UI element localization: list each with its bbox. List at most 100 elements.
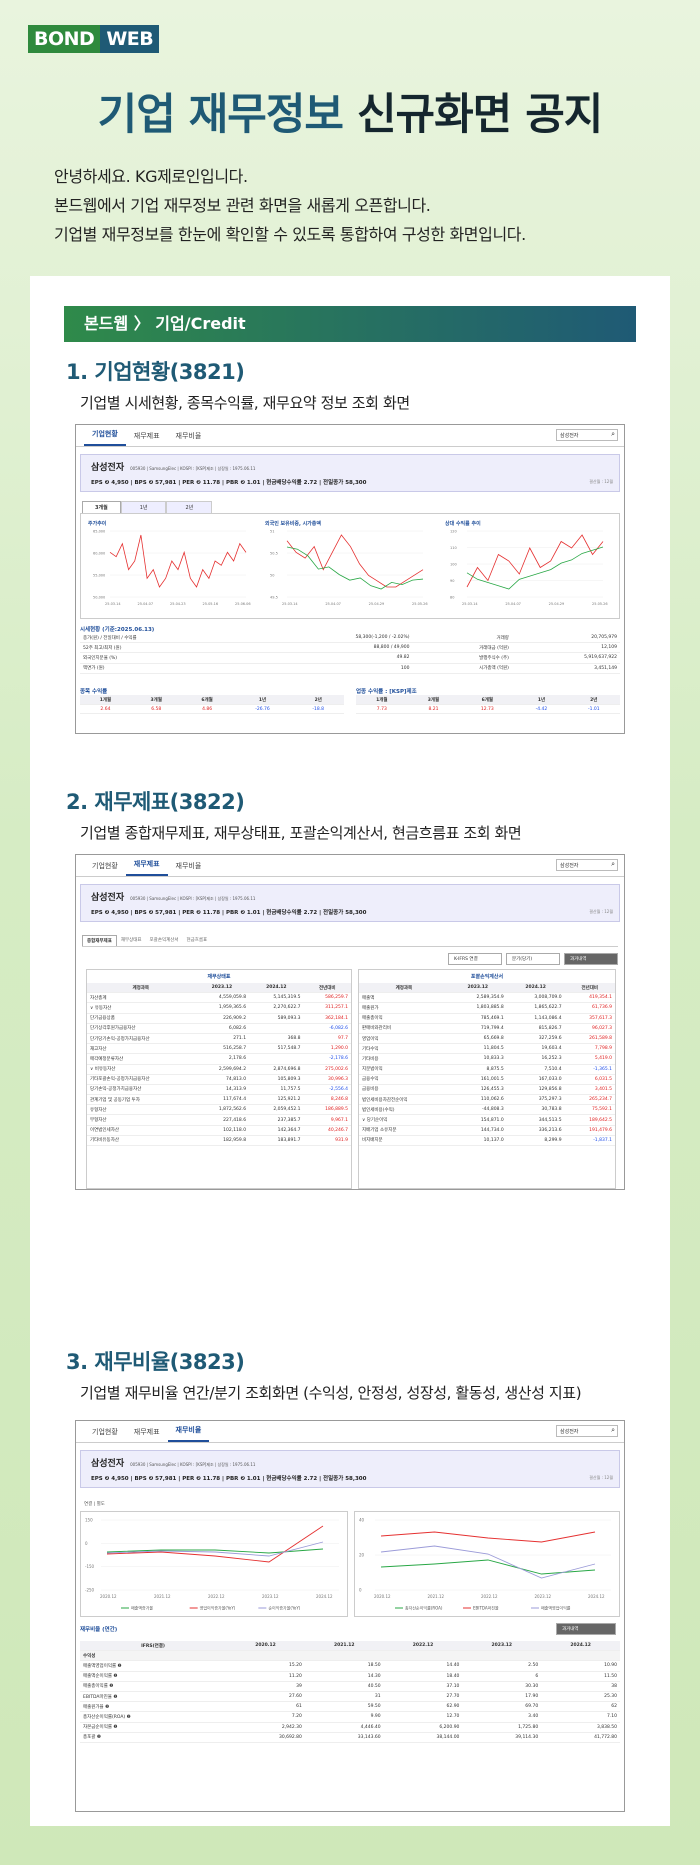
industry-return: 업종 수익률 : [KSP]제조 1개월 3개월 6개월 1년 2년 7.73 8.21 12… bbox=[356, 687, 620, 715]
table-cell: 96,027.3 bbox=[564, 1023, 615, 1034]
table-cell: 5,919,637,922 bbox=[511, 652, 620, 664]
table-cell: 3,451,149 bbox=[511, 663, 620, 674]
table-cell: 계정과목 bbox=[87, 983, 195, 994]
table-cell: 시가총액 (억원) bbox=[412, 663, 512, 674]
table-cell: 6개월 bbox=[181, 695, 233, 706]
is-header: 계정과목 2023.12 2024.12 전년대비 bbox=[359, 983, 615, 994]
tab-financial-ratios[interactable]: 재무비율 bbox=[167, 1425, 210, 1442]
table-cell: 31 bbox=[304, 1691, 384, 1703]
y-tick-label: 20 bbox=[359, 1553, 365, 1558]
bs-row: 유형자산 1,872,562.6 2,059,452.1 186,889.5 bbox=[87, 1104, 351, 1116]
toggle-separate[interactable]: 별도 bbox=[96, 1502, 105, 1507]
company-search-input[interactable]: 삼성전자 ⌕ bbox=[556, 429, 618, 441]
table-cell: -2,556.4 bbox=[303, 1084, 351, 1096]
table-cell: 매출액순이익률 ❷ bbox=[80, 1671, 227, 1682]
table-cell: 2,270,622.7 bbox=[249, 1002, 304, 1014]
tab-financial-ratios[interactable]: 재무비율 bbox=[175, 432, 202, 440]
table-cell bbox=[249, 1053, 304, 1065]
x-tick-label: 2023.12 bbox=[262, 1594, 279, 1599]
subtab-combined[interactable]: 종합재무제표 bbox=[82, 935, 117, 946]
y-tick-label: 100 bbox=[450, 563, 457, 567]
table-cell: 517,548.7 bbox=[249, 1043, 304, 1055]
tab-company-overview[interactable]: 기업현황 bbox=[84, 429, 126, 446]
x-tick-label: 2024.12 bbox=[588, 1594, 605, 1599]
table-cell: 외국인지분율 (%) bbox=[80, 652, 246, 664]
table-cell: 전년대비 bbox=[564, 983, 615, 994]
ratio-history-select[interactable]: 과거내역 bbox=[556, 1623, 616, 1635]
table-cell: 1개월 bbox=[80, 695, 131, 706]
table-cell: 18.50 bbox=[304, 1660, 384, 1672]
market-row: 외국인지분율 (%) 49.82 발행주식수 (주) 5,919,637,922 bbox=[80, 652, 620, 664]
tab-company-overview[interactable]: 기업현황 bbox=[92, 1428, 118, 1436]
company-search-input[interactable]: 삼성전자 ⌕ bbox=[556, 1425, 618, 1437]
search-icon[interactable]: ⌕ bbox=[611, 1426, 615, 1434]
chart-title: 외국인 보유비중, 시가총액 bbox=[265, 521, 321, 527]
table-cell: 계정과목 bbox=[359, 983, 449, 994]
screenshot-company-overview: 기업현황 재무제표 재무비율 삼성전자 ⌕ 삼성전자 005930 | Samsun… bbox=[75, 424, 625, 734]
ratio-row: 총포괄 ❷ 30,692.80 33,143.60 38,144.00 39,114.3… bbox=[80, 1732, 620, 1743]
bs-header: 계정과목 2023.12 2024.12 전년대비 bbox=[87, 983, 351, 994]
logo-part-web: WEB bbox=[100, 25, 160, 53]
history-select[interactable]: 과거내역 bbox=[564, 953, 618, 965]
table-cell: 유형자산 bbox=[87, 1104, 195, 1116]
table-cell: 2.50 bbox=[462, 1660, 542, 1672]
table-cell: 14.30 bbox=[304, 1671, 384, 1682]
ratio-row: 매출액순이익률 ❷ 11.20 14.30 18.40 6 11.50 bbox=[80, 1671, 620, 1682]
legend-label: 순이익증가율(YoY) bbox=[268, 1605, 300, 1611]
table-cell: 88,800 / 49,900 bbox=[245, 642, 413, 654]
period-tab-3m[interactable]: 3개월 bbox=[82, 501, 121, 514]
table-cell: 4,559,059.8 bbox=[194, 992, 250, 1004]
table-cell: 1,143,086.4 bbox=[506, 1013, 565, 1024]
table-cell: 59.50 bbox=[304, 1701, 384, 1713]
ifrs-select[interactable]: K-IFRS 연결 bbox=[448, 953, 502, 965]
tab-financial-statements[interactable]: 재무제표 bbox=[133, 1428, 160, 1436]
ratio-row: 매출원가율 ❷ 61 59.50 62.90 69.70 62 bbox=[80, 1701, 620, 1713]
table-cell: 2년 bbox=[567, 695, 620, 706]
table-cell: 7.73 bbox=[356, 704, 408, 715]
tab-financial-ratios[interactable]: 재무비율 bbox=[175, 862, 202, 870]
ratio-row: 자본금순이익률 ❷ 2,942.30 4,446.40 6,200.90 1,725.8… bbox=[80, 1722, 620, 1733]
period-select[interactable]: 분기(당기) bbox=[506, 953, 560, 965]
search-icon[interactable]: ⌕ bbox=[611, 860, 615, 868]
table-cell: -1,365.1 bbox=[564, 1064, 615, 1075]
y-tick-label: -250 bbox=[85, 1588, 95, 1593]
company-name: 삼성전자 bbox=[91, 893, 125, 903]
table-cell: -18.8 bbox=[292, 704, 344, 715]
intro-line: 안녕하세요. KG제로인입니다. bbox=[54, 167, 248, 186]
search-icon[interactable]: ⌕ bbox=[611, 430, 615, 438]
tab-financial-statements[interactable]: 재무제표 bbox=[133, 432, 160, 440]
table-cell: 52주 최고/최저 (원) bbox=[80, 642, 246, 654]
stock-return-table: 1개월 3개월 6개월 1년 2년 2.64 6.58 4.86 -26.76 -18.8 bbox=[80, 695, 344, 715]
table-cell: 7.10 bbox=[541, 1711, 620, 1723]
table-cell: 6,082.6 bbox=[194, 1023, 250, 1034]
subtab-cashflow[interactable]: 현금흐름표 bbox=[186, 938, 208, 943]
table-cell: 3개월 bbox=[130, 695, 182, 706]
table-cell: 38 bbox=[541, 1681, 620, 1692]
y-tick-label: 50 bbox=[270, 574, 274, 578]
legend-label: EBITDA마진율 bbox=[473, 1605, 499, 1611]
toggle-consolidated[interactable]: 연결 bbox=[84, 1502, 93, 1507]
fiscal-month: 결산월 : 12월 bbox=[589, 1475, 613, 1480]
table-cell: 362,184.1 bbox=[303, 1013, 351, 1024]
table-cell: 327,259.6 bbox=[506, 1033, 565, 1045]
market-status: 시세현황 (기준:2025.06.13) 종가(원) / 전일대비 / 수익률 5… bbox=[80, 625, 620, 674]
company-search-input[interactable]: 삼성전자 ⌕ bbox=[556, 859, 618, 871]
subtab-balance[interactable]: 재무상태표 bbox=[120, 938, 142, 943]
table-cell: 58,300(-1,200 / -2.02%) bbox=[245, 633, 413, 644]
table-cell: 6개월 bbox=[459, 695, 516, 706]
x-tick-label: 25.04.29 bbox=[369, 602, 385, 606]
bs-row: 기타포괄손익-공정가치금융자산 74,813.0 105,809.3 30,996.3 bbox=[87, 1074, 351, 1085]
table-cell: 5,145,319.5 bbox=[249, 992, 304, 1004]
ratio-table-section: 재무비율 (연간) 과거내역 IFRS(연결) 2020.12 2021.12 202… bbox=[80, 1623, 620, 1743]
tab-financial-statements[interactable]: 재무제표 bbox=[125, 859, 168, 876]
table-cell: 14,313.9 bbox=[194, 1084, 250, 1096]
bondweb-logo: BOND WEB bbox=[28, 24, 160, 54]
table-cell: 125,921.2 bbox=[249, 1094, 304, 1106]
ratio-row: 매출총이익률 ❷ 39 40.50 37.10 30.30 38 bbox=[80, 1681, 620, 1692]
growth-chart-panel: 150 0 -150 -250 2020.12 2021.12 2022.12 2023.12… bbox=[80, 1511, 348, 1617]
legend-label: 영업이익증가율(YoY) bbox=[200, 1605, 236, 1611]
tab-company-overview[interactable]: 기업현황 bbox=[92, 862, 118, 870]
subtab-income[interactable]: 포괄손익계산서 bbox=[149, 938, 179, 943]
table-cell: 당기손익-공정가치금융자산 bbox=[87, 1084, 195, 1096]
table-cell: 3,401.5 bbox=[564, 1084, 615, 1096]
